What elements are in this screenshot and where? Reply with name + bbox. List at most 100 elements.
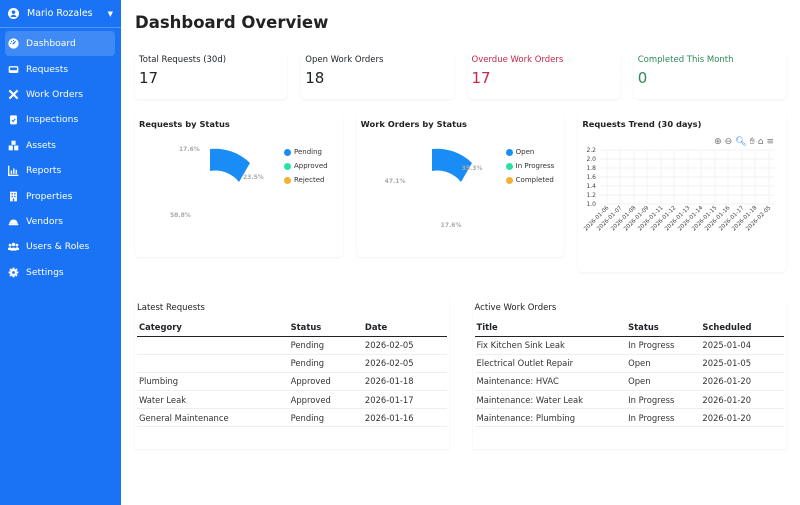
page-title: Dashboard Overview [135, 13, 329, 32]
active-work-orders-table: Title Status Scheduled Fix Kitchen Sink … [474, 319, 784, 428]
stat-total-requests: Total Requests (30d) 17 [135, 51, 287, 99]
chart-title: Requests by Status [139, 119, 230, 129]
svg-text:1.6: 1.6 [587, 174, 597, 181]
stat-label: Total Requests (30d) [139, 55, 227, 65]
charts-row: Requests by Status 17.6% 23.5% 58.8% Pen… [135, 112, 786, 272]
active-work-orders-card: Active Work Orders Title Status Schedule… [473, 299, 787, 449]
table-row[interactable]: Fix Kitchen Sink Leak In Progress 2025-01-… [474, 336, 784, 355]
building-icon [10, 191, 17, 201]
sidebar-item-vendors[interactable]: Vendors [5, 209, 115, 234]
legend-item-pending[interactable]: Pending [284, 145, 328, 159]
latest-requests-table: Category Status Date Pending 2026-02-05 P… [137, 319, 447, 428]
clipboard-check-icon [10, 115, 17, 125]
sidebar-item-label: Requests [26, 63, 69, 75]
chart-legend: Open In Progress Completed [505, 145, 555, 187]
requests-trend-chart: Requests Trend (30 days) ⊕ ⊖ 🔍︎ ✋︎ ⌂ ≡ 2… [578, 112, 786, 272]
tools-icon [8, 89, 19, 100]
column-header: Status [626, 319, 701, 337]
legend-item-approved[interactable]: Approved [284, 159, 328, 173]
svg-text:2.2: 2.2 [587, 147, 597, 154]
pie-label: 23.5% [243, 174, 264, 181]
tables-row: Latest Requests Category Status Date Pen… [135, 299, 786, 449]
zoom-in-icon[interactable]: ⊕ [714, 137, 722, 147]
sidebar-item-assets[interactable]: Assets [5, 133, 115, 158]
stat-value: 17 [471, 69, 491, 87]
table-row[interactable]: General Maintenance Pending 2026-01-16 [137, 408, 447, 428]
sidebar-item-label: Work Orders [26, 88, 84, 100]
home-reset-icon[interactable]: ⌂ [757, 137, 764, 147]
table-row[interactable]: Electrical Outlet Repair Open 2025-01-05 [474, 354, 784, 373]
latest-requests-card: Latest Requests Category Status Date Pen… [135, 299, 449, 449]
sidebar-item-users-roles[interactable]: Users & Roles [5, 234, 115, 259]
hard-hat-icon [8, 219, 19, 226]
sidebar-item-label: Users & Roles [26, 241, 90, 253]
sidebar-item-work-orders[interactable]: Work Orders [5, 82, 115, 107]
table-row[interactable]: Water Leak Approved 2026-01-17 [137, 390, 447, 410]
table-row[interactable]: Pending 2026-02-05 [137, 354, 447, 373]
stat-completed-this-month: Completed This Month 0 [634, 51, 786, 99]
stat-value: 0 [637, 69, 648, 87]
pie-chart [210, 148, 250, 182]
pie-chart [431, 148, 472, 182]
card-title: Active Work Orders [474, 303, 557, 313]
user-name: Mario Rozales [27, 8, 93, 19]
pie-label: 17.6% [179, 146, 200, 153]
column-header: Title [474, 319, 627, 337]
legend-item-completed[interactable]: Completed [505, 173, 555, 187]
zoom-icon[interactable]: 🔍︎ [735, 137, 747, 147]
sidebar-item-label: Settings [26, 266, 64, 278]
sidebar-item-settings[interactable]: Settings [5, 260, 115, 285]
users-icon [8, 243, 19, 251]
requests-by-status-chart: Requests by Status 17.6% 23.5% 58.8% Pen… [135, 112, 343, 257]
sidebar-item-requests[interactable]: Requests [5, 56, 115, 81]
chart-toolbar: ⊕ ⊖ 🔍︎ ✋︎ ⌂ ≡ [714, 137, 774, 147]
chart-bar-icon [8, 165, 19, 177]
inbox-icon [8, 65, 19, 73]
legend-item-in-progress[interactable]: In Progress [505, 159, 554, 173]
stat-label: Completed This Month [637, 55, 734, 65]
stat-label: Open Work Orders [305, 55, 384, 65]
stat-overdue-work-orders: Overdue Work Orders 17 [468, 51, 620, 99]
pie-label: 47.1% [384, 178, 406, 185]
dashboard-icon [8, 38, 19, 49]
pie-label: 17.6% [440, 222, 462, 229]
table-row[interactable]: Maintenance: Water Leak In Progress 2026-0… [474, 390, 784, 410]
sidebar-item-inspections[interactable]: Inspections [5, 107, 115, 132]
sidebar-item-dashboard[interactable]: Dashboard [5, 31, 115, 57]
chart-title: Requests Trend (30 days) [582, 119, 702, 129]
boxes-icon [8, 140, 19, 151]
table-row[interactable]: Pending 2026-02-05 [137, 336, 447, 355]
table-row[interactable]: Maintenance: Plumbing In Progress 2026-01-… [474, 408, 784, 428]
user-menu[interactable]: Mario Rozales ▼ [0, 0, 121, 28]
stat-value: 17 [139, 69, 159, 87]
main-content: Dashboard Overview Total Requests (30d) … [121, 0, 800, 505]
sidebar: Mario Rozales ▼ Dashboard Requests Work … [0, 0, 121, 505]
svg-text:1.8: 1.8 [587, 165, 597, 172]
svg-text:1.0: 1.0 [587, 201, 597, 208]
caret-down-icon[interactable]: ▼ [107, 9, 113, 18]
pan-hand-icon[interactable]: ✋︎ [749, 137, 755, 147]
table-row[interactable]: Maintenance: HVAC Open 2026-01-20 [474, 372, 784, 392]
stat-open-work-orders: Open Work Orders 18 [301, 51, 453, 99]
zoom-out-icon[interactable]: ⊖ [724, 137, 733, 147]
legend-item-rejected[interactable]: Rejected [284, 173, 328, 187]
user-circle-icon [8, 8, 19, 19]
pie-label: 35.3% [461, 165, 483, 172]
table-row[interactable]: Plumbing Approved 2026-01-18 [137, 372, 447, 392]
sidebar-item-properties[interactable]: Properties [5, 183, 115, 208]
line-chart-plot: 2.22.01.81.61.41.21.0 2026-01-06 2026-01… [584, 147, 775, 232]
column-header: Category [137, 319, 289, 337]
sidebar-item-reports[interactable]: Reports [5, 158, 115, 183]
stat-label: Overdue Work Orders [471, 55, 564, 65]
column-header: Scheduled [700, 319, 784, 337]
sidebar-item-label: Reports [26, 165, 62, 177]
column-header: Status [288, 319, 363, 337]
work-orders-by-status-chart: Work Orders by Status 35.3% 47.1% 17.6% … [357, 112, 565, 257]
legend-item-open[interactable]: Open [505, 145, 555, 159]
svg-text:2.0: 2.0 [587, 156, 597, 163]
column-header: Date [362, 319, 447, 337]
svg-text:1.4: 1.4 [587, 183, 597, 190]
menu-icon[interactable]: ≡ [766, 137, 775, 147]
card-title: Latest Requests [137, 303, 205, 313]
sidebar-item-label: Vendors [26, 215, 64, 227]
